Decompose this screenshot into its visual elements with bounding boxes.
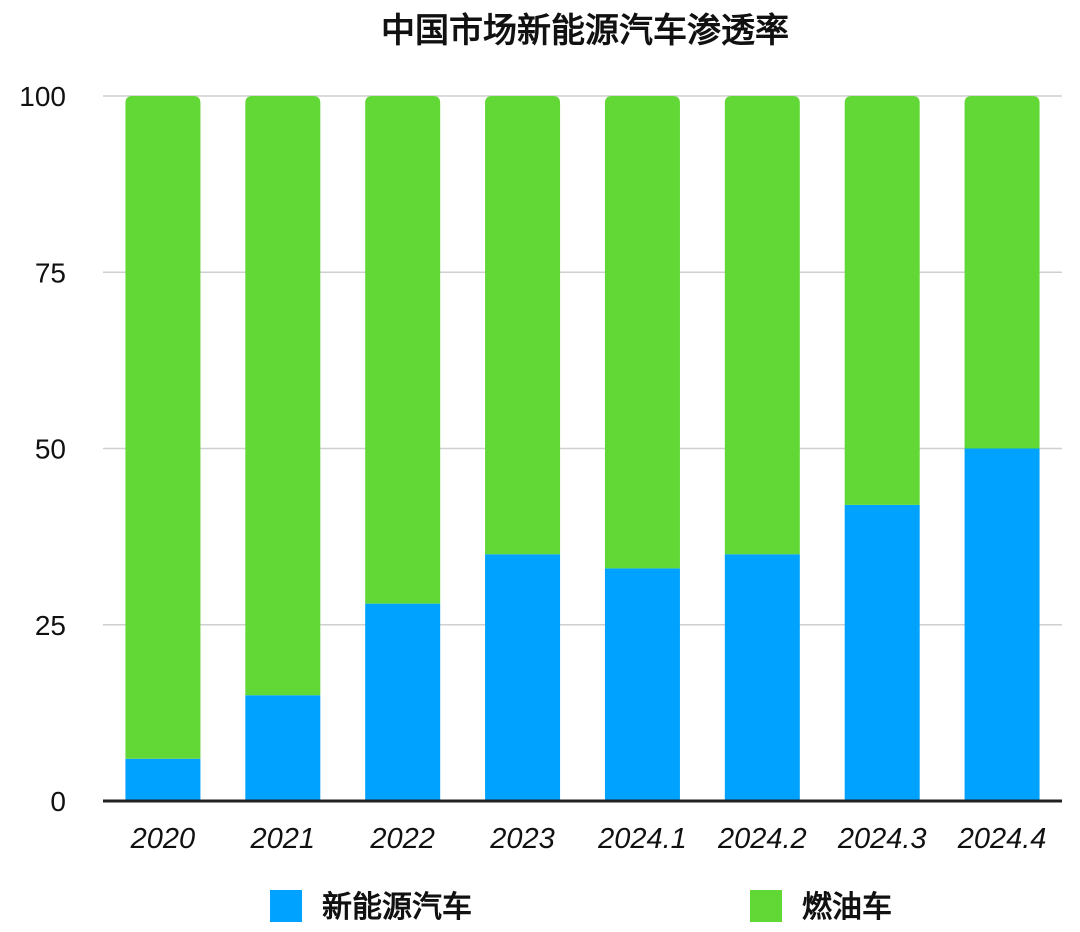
bar-2024.2-series-0: [724, 554, 800, 801]
y-axis-tick-labels: 0 25 50 75 100: [19, 81, 66, 817]
legend: 新能源汽车 燃油车: [270, 890, 892, 925]
x-tick-label: 2022: [369, 823, 435, 855]
bar-2024.1-series-0: [604, 568, 680, 801]
x-tick-label: 2021: [250, 823, 316, 855]
bar-2024.1-series-1: [604, 96, 680, 569]
x-tick-label: 2020: [130, 823, 196, 855]
bar-2024.4-series-1: [964, 96, 1040, 449]
legend-label-1: 燃油车: [802, 890, 892, 925]
x-tick-label: 2024.2: [717, 823, 807, 855]
bar-2021-series-1: [245, 96, 321, 696]
bar-2024.3-series-0: [844, 504, 920, 801]
y-tick-label: 0: [50, 786, 66, 817]
x-tick-label: 2024.3: [837, 823, 927, 855]
bar-2024.4-series-0: [964, 448, 1040, 801]
y-tick-label: 100: [19, 81, 66, 112]
legend-swatch-1: [750, 890, 782, 922]
bar-2024.3-series-1: [844, 96, 920, 505]
bar-2022-series-1: [365, 96, 441, 604]
bar-2023-series-0: [485, 554, 561, 801]
x-tick-label: 2024.4: [957, 823, 1047, 855]
chart-title: 中国市场新能源汽车渗透率: [381, 11, 789, 51]
bar-2024.2-series-1: [724, 96, 800, 555]
bar-2023-series-1: [485, 96, 561, 555]
bar-2020-series-1: [125, 96, 201, 759]
y-tick-label: 25: [35, 610, 66, 641]
legend-label-0: 新能源汽车: [322, 890, 472, 925]
bar-2021-series-0: [245, 695, 321, 801]
y-tick-label: 75: [35, 257, 66, 288]
x-tick-label: 2023: [489, 823, 555, 855]
legend-swatch-0: [270, 890, 302, 922]
bar-2022-series-0: [365, 603, 441, 801]
x-tick-label: 2024.1: [597, 823, 687, 855]
bars: [125, 96, 1040, 801]
bar-2020-series-0: [125, 758, 201, 801]
x-axis-tick-labels: 2020 2021 2022 2023 2024.1 2024.2 2024.3 2024.4: [130, 823, 1047, 855]
y-tick-label: 50: [35, 434, 66, 465]
